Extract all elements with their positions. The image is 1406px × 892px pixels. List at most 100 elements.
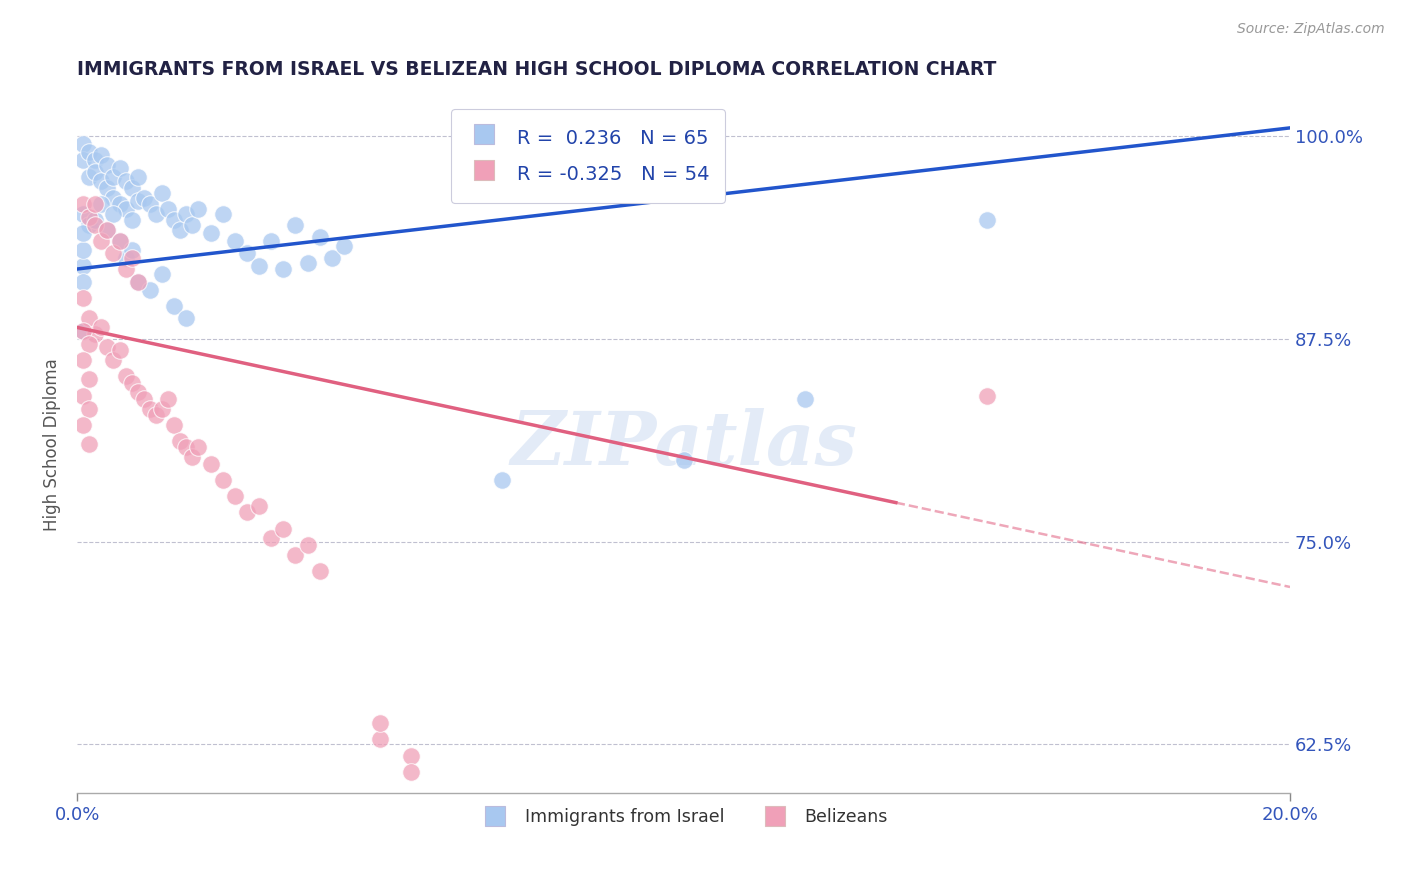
Point — [139, 197, 162, 211]
Point — [127, 169, 149, 184]
Point — [127, 385, 149, 400]
Point — [114, 202, 136, 216]
Point — [96, 223, 118, 237]
Point — [260, 531, 283, 545]
Point — [72, 137, 94, 152]
Point — [103, 352, 125, 367]
Point — [108, 235, 131, 249]
Legend: Immigrants from Israel, Belizeans: Immigrants from Israel, Belizeans — [472, 801, 894, 833]
Point — [72, 324, 94, 338]
Point — [72, 324, 94, 338]
Point — [169, 434, 191, 448]
Point — [236, 245, 259, 260]
Point — [132, 392, 155, 406]
Point — [121, 213, 143, 227]
Point — [77, 169, 100, 184]
Point — [77, 145, 100, 160]
Point — [174, 441, 197, 455]
Point — [77, 437, 100, 451]
Text: IMMIGRANTS FROM ISRAEL VS BELIZEAN HIGH SCHOOL DIPLOMA CORRELATION CHART: IMMIGRANTS FROM ISRAEL VS BELIZEAN HIGH … — [77, 60, 997, 78]
Point — [132, 191, 155, 205]
Point — [96, 181, 118, 195]
Point — [672, 453, 695, 467]
Point — [84, 213, 107, 227]
Point — [77, 336, 100, 351]
Point — [72, 388, 94, 402]
Point — [174, 207, 197, 221]
Point — [976, 213, 998, 227]
Point — [181, 450, 204, 465]
Point — [72, 259, 94, 273]
Point — [271, 522, 294, 536]
Point — [157, 392, 180, 406]
Text: Source: ZipAtlas.com: Source: ZipAtlas.com — [1237, 22, 1385, 37]
Point — [108, 235, 131, 249]
Point — [103, 169, 125, 184]
Point — [187, 441, 209, 455]
Point — [108, 161, 131, 176]
Point — [174, 310, 197, 325]
Point — [96, 223, 118, 237]
Point — [84, 164, 107, 178]
Point — [187, 202, 209, 216]
Point — [211, 473, 233, 487]
Y-axis label: High School Diploma: High School Diploma — [44, 358, 60, 531]
Point — [793, 392, 815, 406]
Point — [72, 417, 94, 432]
Point — [84, 326, 107, 341]
Point — [72, 243, 94, 257]
Point — [103, 191, 125, 205]
Point — [150, 267, 173, 281]
Point — [150, 186, 173, 200]
Point — [370, 716, 392, 731]
Point — [236, 505, 259, 519]
Point — [90, 197, 112, 211]
Point — [84, 197, 107, 211]
Point — [72, 197, 94, 211]
Point — [297, 538, 319, 552]
Point — [114, 174, 136, 188]
Point — [77, 372, 100, 386]
Point — [114, 251, 136, 265]
Point — [84, 153, 107, 168]
Point — [333, 239, 356, 253]
Point — [260, 235, 283, 249]
Point — [121, 251, 143, 265]
Point — [308, 229, 330, 244]
Point — [127, 275, 149, 289]
Point — [150, 401, 173, 416]
Point — [145, 408, 167, 422]
Point — [72, 352, 94, 367]
Point — [72, 275, 94, 289]
Point — [308, 564, 330, 578]
Text: ZIPatlas: ZIPatlas — [510, 408, 858, 481]
Point — [108, 197, 131, 211]
Point — [284, 218, 307, 232]
Point — [976, 388, 998, 402]
Point — [96, 158, 118, 172]
Point — [157, 202, 180, 216]
Point — [114, 369, 136, 384]
Point — [399, 764, 422, 779]
Point — [84, 218, 107, 232]
Point — [224, 489, 246, 503]
Point — [121, 181, 143, 195]
Point — [211, 207, 233, 221]
Point — [90, 235, 112, 249]
Point — [200, 457, 222, 471]
Point — [108, 343, 131, 358]
Point — [103, 245, 125, 260]
Point — [247, 499, 270, 513]
Point — [90, 174, 112, 188]
Point — [121, 243, 143, 257]
Point — [181, 218, 204, 232]
Point — [139, 401, 162, 416]
Point — [284, 548, 307, 562]
Point — [72, 291, 94, 305]
Point — [77, 218, 100, 232]
Point — [145, 207, 167, 221]
Point — [247, 259, 270, 273]
Point — [77, 310, 100, 325]
Point — [121, 376, 143, 390]
Point — [163, 213, 186, 227]
